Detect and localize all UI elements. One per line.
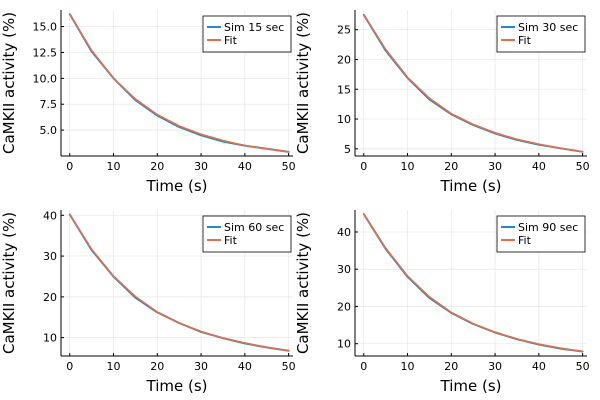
x-tick-label: 30 — [488, 160, 502, 173]
x-tick-label: 30 — [194, 160, 208, 173]
y-tick-label: 40 — [337, 226, 351, 239]
x-tick-label: 30 — [194, 360, 208, 373]
y-tick-label: 7.5 — [40, 98, 58, 111]
y-tick-label: 12.5 — [33, 46, 58, 59]
y-axis-label: CaMKII activity (%) — [294, 212, 312, 354]
x-tick-label: 10 — [107, 360, 121, 373]
legend-label-sim: Sim 30 sec — [518, 21, 578, 34]
x-tick-label: 50 — [282, 160, 296, 173]
y-tick-label: 20 — [337, 53, 351, 66]
y-tick-label: 10 — [337, 338, 351, 351]
x-tick-label: 40 — [532, 360, 546, 373]
legend-box — [202, 215, 292, 253]
y-tick-label: 30 — [43, 250, 57, 263]
x-tick-label: 20 — [444, 160, 458, 173]
x-tick-label: 50 — [576, 160, 590, 173]
legend-box — [496, 15, 586, 53]
legend-label-sim: Sim 90 sec — [518, 221, 578, 234]
x-tick-label: 10 — [401, 160, 415, 173]
series-line-fit — [69, 213, 290, 352]
x-tick-label: 20 — [150, 360, 164, 373]
x-tick-label: 30 — [488, 360, 502, 373]
x-axis-label: Time (s) — [146, 177, 208, 195]
x-tick-label: 20 — [150, 160, 164, 173]
y-tick-label: 40 — [43, 209, 57, 222]
y-tick-label: 5.0 — [40, 124, 58, 137]
x-tick-label: 0 — [360, 160, 367, 173]
legend-label-fit: Fit — [518, 34, 532, 47]
x-axis-label: Time (s) — [440, 377, 502, 395]
y-tick-label: 15 — [337, 83, 351, 96]
x-tick-label: 10 — [107, 160, 121, 173]
y-tick-label: 20 — [337, 300, 351, 313]
x-axis-label: Time (s) — [146, 377, 208, 395]
y-tick-label: 30 — [337, 263, 351, 276]
y-axis-label: CaMKII activity (%) — [0, 12, 18, 154]
legend-label-sim: Sim 15 sec — [224, 21, 284, 34]
y-tick-label: 10 — [43, 332, 57, 345]
legend-label-fit: Fit — [224, 34, 238, 47]
y-tick-label: 5 — [344, 143, 351, 156]
y-axis-label: CaMKII activity (%) — [294, 12, 312, 154]
y-tick-label: 20 — [43, 291, 57, 304]
x-tick-label: 20 — [444, 360, 458, 373]
x-tick-label: 50 — [282, 360, 296, 373]
x-tick-label: 50 — [576, 360, 590, 373]
y-axis-label: CaMKII activity (%) — [0, 212, 18, 354]
legend-label-sim: Sim 60 sec — [224, 221, 284, 234]
y-tick-label: 15.0 — [33, 21, 58, 34]
x-tick-label: 40 — [532, 160, 546, 173]
chart-panel-3: 0 10 20 30 40 50 10 20 30 40 Time (s) CaMKII activi… — [0, 209, 296, 395]
legend-label-fit: Fit — [224, 234, 238, 247]
y-tick-label: 25 — [337, 24, 351, 37]
y-tick-label: 10.0 — [33, 72, 58, 85]
series-line-fit — [362, 213, 584, 353]
chart-panel-4: 0 10 20 30 40 50 10 20 30 40 Time (s) CaMKII activi… — [294, 210, 590, 395]
x-tick-label: 0 — [360, 360, 367, 373]
x-tick-label: 0 — [66, 160, 73, 173]
x-tick-label: 10 — [401, 360, 415, 373]
legend-box — [202, 15, 292, 53]
y-tick-label: 10 — [337, 113, 351, 126]
chart-panel-2: 0 10 20 30 40 50 5 10 15 20 25 Time (s) CaMKII activ… — [294, 10, 590, 195]
x-axis-label: Time (s) — [440, 177, 502, 195]
x-tick-label: 0 — [66, 360, 73, 373]
legend-label-fit: Fit — [518, 234, 532, 247]
series-line-fit — [362, 14, 584, 153]
x-tick-label: 40 — [238, 160, 252, 173]
series-line-fit — [69, 13, 290, 153]
x-tick-label: 40 — [238, 360, 252, 373]
chart-panel-1: 0 10 20 30 40 50 5.0 7.5 10.0 12.5 15.0 Time (s) CaM… — [0, 10, 296, 195]
legend-box — [496, 215, 586, 253]
